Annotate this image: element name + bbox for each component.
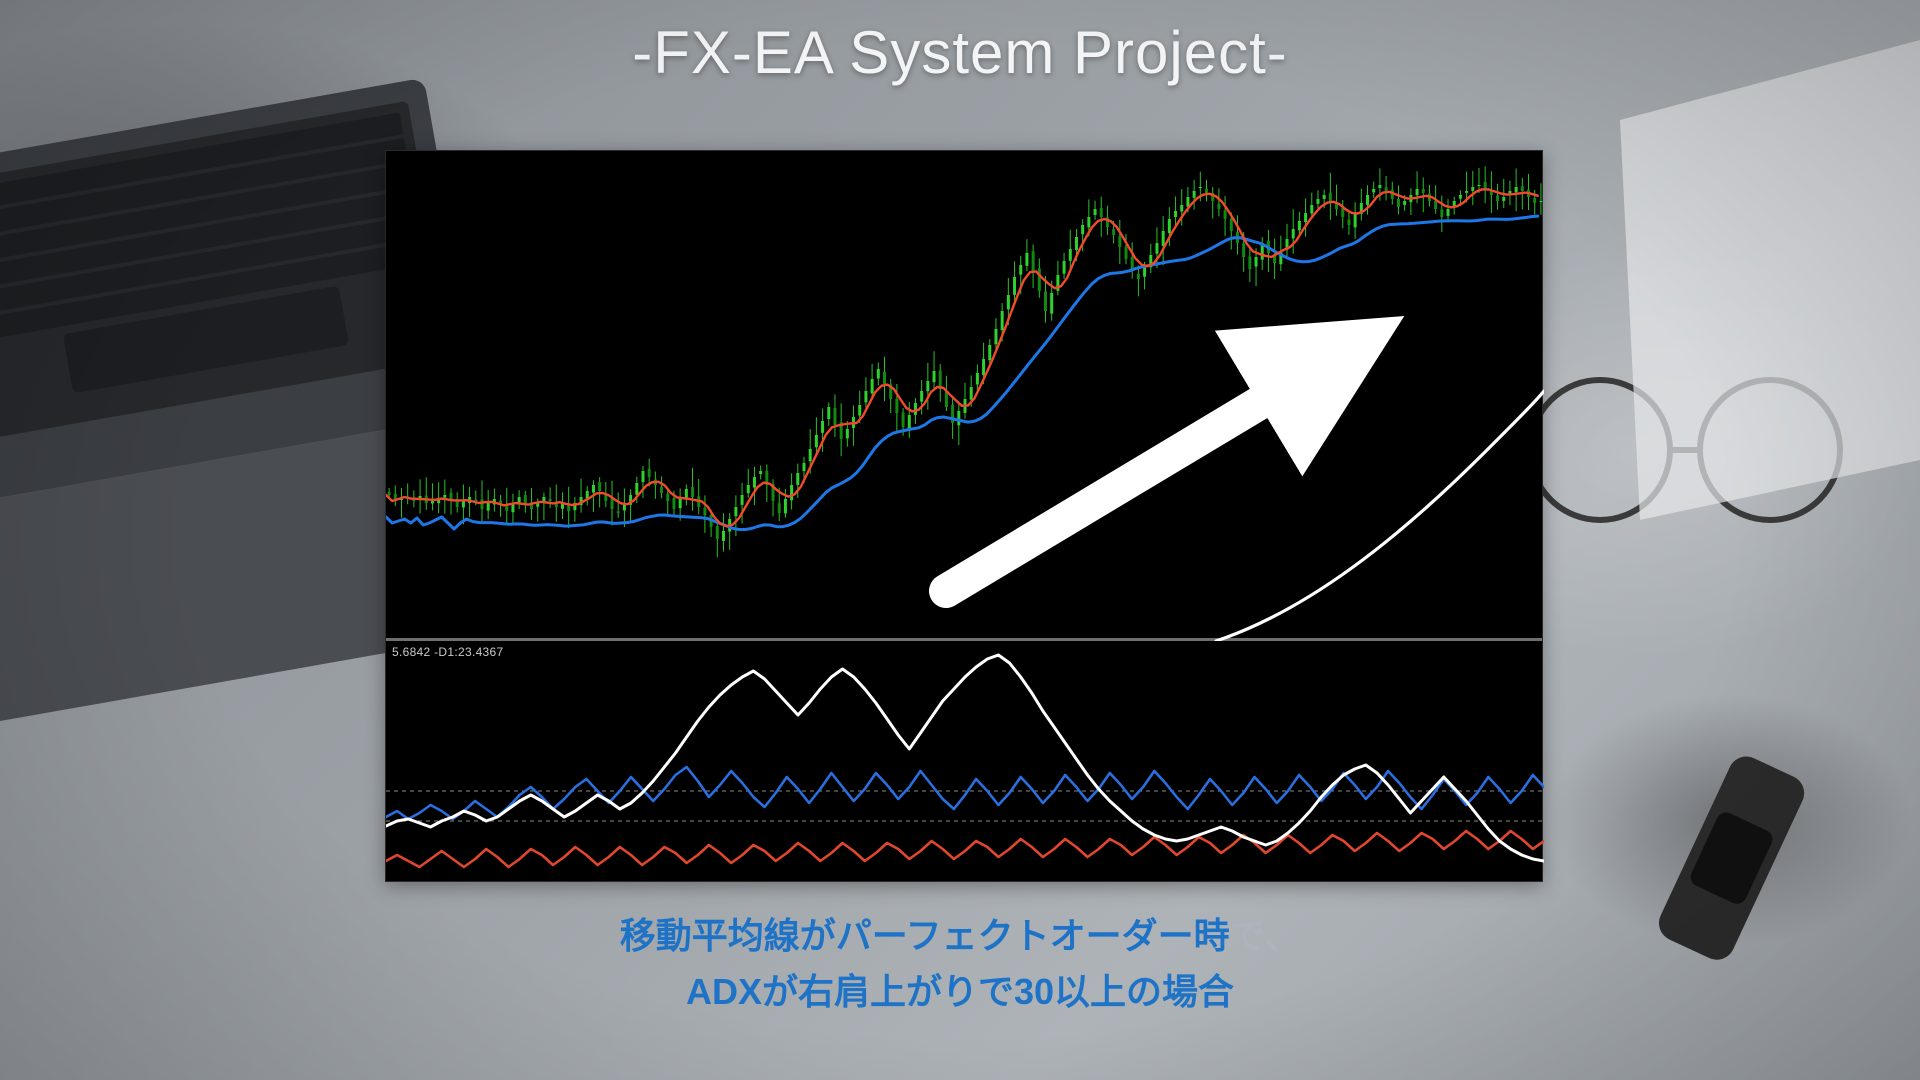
- caption-line1-accent: 移動平均線がパーフェクトオーダー時: [620, 915, 1230, 956]
- slide-stage: -FX-EA System Project- 5.6842 -D1:23.436…: [0, 0, 1920, 1080]
- caption: 移動平均線がパーフェクトオーダー時で、 ADXが右肩上がりで30以上の場合: [0, 908, 1920, 1020]
- chart-container: 5.6842 -D1:23.4367: [385, 150, 1543, 882]
- price-chart-svg: [386, 151, 1544, 641]
- price-chart-panel: [386, 151, 1542, 641]
- adx-panel-label: 5.6842 -D1:23.4367: [392, 645, 503, 659]
- adx-panel: 5.6842 -D1:23.4367: [386, 641, 1542, 881]
- header-title: -FX-EA System Project-: [0, 18, 1920, 87]
- adx-chart-svg: [386, 641, 1544, 881]
- caption-line1-tail: で、: [1230, 915, 1301, 956]
- caption-line2-accent: ADXが右肩上がりで30以上の場合: [686, 971, 1234, 1012]
